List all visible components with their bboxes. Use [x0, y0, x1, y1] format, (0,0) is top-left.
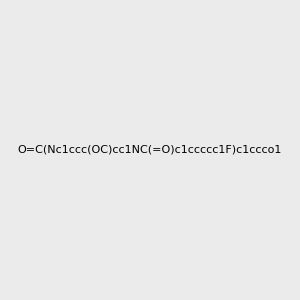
Text: O=C(Nc1ccc(OC)cc1NC(=O)c1ccccc1F)c1ccco1: O=C(Nc1ccc(OC)cc1NC(=O)c1ccccc1F)c1ccco1: [18, 145, 282, 155]
